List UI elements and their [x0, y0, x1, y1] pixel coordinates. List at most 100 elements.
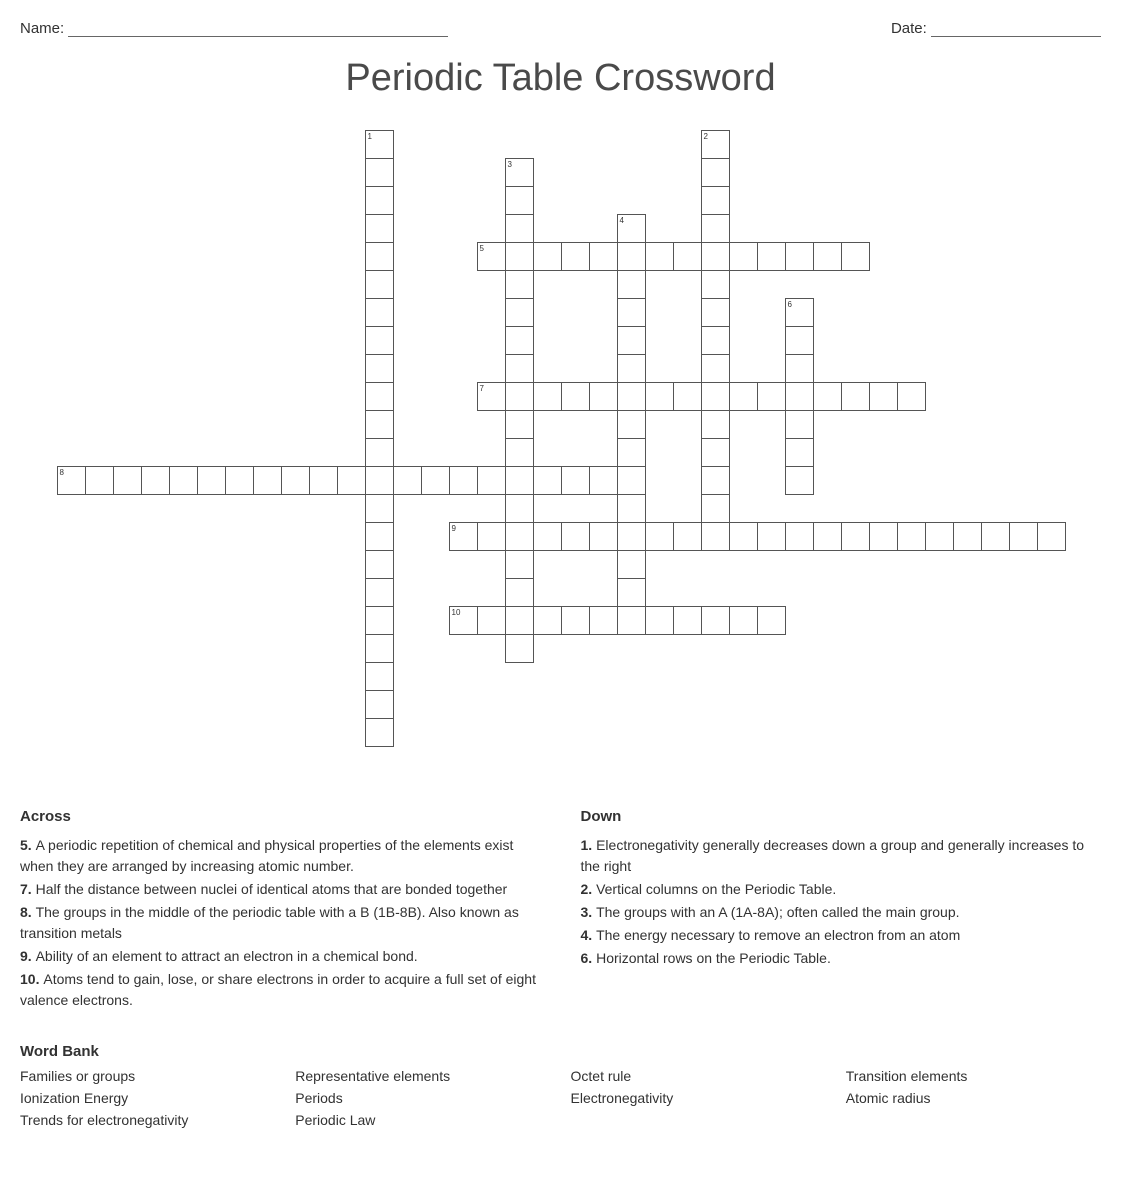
- crossword-cell[interactable]: [673, 522, 702, 551]
- crossword-cell[interactable]: [617, 494, 646, 523]
- crossword-cell[interactable]: [561, 382, 590, 411]
- crossword-cell[interactable]: [701, 270, 730, 299]
- crossword-cell[interactable]: [505, 550, 534, 579]
- crossword-cell[interactable]: [729, 382, 758, 411]
- crossword-cell[interactable]: [505, 354, 534, 383]
- crossword-cell[interactable]: [645, 242, 674, 271]
- crossword-cell[interactable]: [785, 382, 814, 411]
- crossword-cell[interactable]: [701, 326, 730, 355]
- crossword-cell[interactable]: [785, 438, 814, 467]
- crossword-cell[interactable]: [673, 606, 702, 635]
- crossword-cell[interactable]: [505, 326, 534, 355]
- crossword-cell[interactable]: [365, 466, 394, 495]
- crossword-cell[interactable]: [1009, 522, 1038, 551]
- crossword-cell[interactable]: 1: [365, 130, 394, 159]
- crossword-cell[interactable]: 2: [701, 130, 730, 159]
- crossword-cell[interactable]: [589, 466, 618, 495]
- crossword-cell[interactable]: [365, 242, 394, 271]
- crossword-cell[interactable]: [701, 186, 730, 215]
- crossword-cell[interactable]: [365, 326, 394, 355]
- crossword-cell[interactable]: [617, 410, 646, 439]
- crossword-cell[interactable]: [505, 438, 534, 467]
- crossword-cell[interactable]: [785, 326, 814, 355]
- crossword-cell[interactable]: [701, 438, 730, 467]
- crossword-cell[interactable]: [589, 242, 618, 271]
- crossword-cell[interactable]: [617, 438, 646, 467]
- crossword-cell[interactable]: [869, 522, 898, 551]
- crossword-cell[interactable]: [645, 522, 674, 551]
- crossword-cell[interactable]: [309, 466, 338, 495]
- crossword-cell[interactable]: [785, 466, 814, 495]
- crossword-cell[interactable]: [645, 606, 674, 635]
- crossword-cell[interactable]: [505, 242, 534, 271]
- crossword-cell[interactable]: [365, 522, 394, 551]
- crossword-cell[interactable]: [85, 466, 114, 495]
- crossword-cell[interactable]: [1037, 522, 1066, 551]
- crossword-cell[interactable]: [477, 606, 506, 635]
- crossword-cell[interactable]: [505, 634, 534, 663]
- crossword-cell[interactable]: 10: [449, 606, 478, 635]
- crossword-cell[interactable]: [365, 382, 394, 411]
- crossword-cell[interactable]: [589, 606, 618, 635]
- crossword-cell[interactable]: [533, 242, 562, 271]
- crossword-cell[interactable]: [617, 242, 646, 271]
- crossword-cell[interactable]: [813, 382, 842, 411]
- crossword-cell[interactable]: [477, 466, 506, 495]
- crossword-cell[interactable]: [701, 606, 730, 635]
- crossword-cell[interactable]: [365, 214, 394, 243]
- crossword-cell[interactable]: [645, 382, 674, 411]
- crossword-cell[interactable]: [505, 382, 534, 411]
- crossword-cell[interactable]: [757, 606, 786, 635]
- crossword-cell[interactable]: [533, 466, 562, 495]
- crossword-cell[interactable]: [533, 606, 562, 635]
- crossword-cell[interactable]: [617, 606, 646, 635]
- crossword-cell[interactable]: [365, 690, 394, 719]
- crossword-cell[interactable]: 3: [505, 158, 534, 187]
- crossword-cell[interactable]: [841, 242, 870, 271]
- crossword-cell[interactable]: [589, 382, 618, 411]
- crossword-cell[interactable]: [729, 242, 758, 271]
- crossword-cell[interactable]: [701, 410, 730, 439]
- crossword-cell[interactable]: [505, 410, 534, 439]
- crossword-cell[interactable]: [617, 326, 646, 355]
- crossword-cell[interactable]: [953, 522, 982, 551]
- crossword-cell[interactable]: [365, 494, 394, 523]
- crossword-cell[interactable]: [365, 634, 394, 663]
- crossword-cell[interactable]: 7: [477, 382, 506, 411]
- crossword-cell[interactable]: 8: [57, 466, 86, 495]
- crossword-cell[interactable]: [169, 466, 198, 495]
- crossword-cell[interactable]: [197, 466, 226, 495]
- crossword-cell[interactable]: [701, 214, 730, 243]
- crossword-cell[interactable]: [225, 466, 254, 495]
- crossword-cell[interactable]: [813, 522, 842, 551]
- crossword-cell[interactable]: [841, 522, 870, 551]
- crossword-cell[interactable]: 9: [449, 522, 478, 551]
- crossword-cell[interactable]: [365, 662, 394, 691]
- crossword-cell[interactable]: [365, 718, 394, 747]
- crossword-cell[interactable]: [701, 242, 730, 271]
- crossword-cell[interactable]: 6: [785, 298, 814, 327]
- crossword-cell[interactable]: [729, 522, 758, 551]
- crossword-cell[interactable]: [617, 578, 646, 607]
- crossword-cell[interactable]: [477, 522, 506, 551]
- crossword-cell[interactable]: [505, 494, 534, 523]
- crossword-cell[interactable]: [729, 606, 758, 635]
- crossword-cell[interactable]: [253, 466, 282, 495]
- crossword-cell[interactable]: [785, 522, 814, 551]
- crossword-cell[interactable]: [617, 522, 646, 551]
- crossword-cell[interactable]: [281, 466, 310, 495]
- crossword-cell[interactable]: 4: [617, 214, 646, 243]
- crossword-cell[interactable]: [365, 158, 394, 187]
- crossword-cell[interactable]: [505, 522, 534, 551]
- crossword-cell[interactable]: [617, 550, 646, 579]
- crossword-cell[interactable]: [981, 522, 1010, 551]
- crossword-cell[interactable]: [701, 466, 730, 495]
- crossword-cell[interactable]: [673, 382, 702, 411]
- crossword-cell[interactable]: [365, 298, 394, 327]
- crossword-cell[interactable]: [365, 270, 394, 299]
- crossword-cell[interactable]: [505, 466, 534, 495]
- crossword-cell[interactable]: [561, 242, 590, 271]
- crossword-cell[interactable]: [365, 550, 394, 579]
- crossword-cell[interactable]: 5: [477, 242, 506, 271]
- crossword-cell[interactable]: [897, 382, 926, 411]
